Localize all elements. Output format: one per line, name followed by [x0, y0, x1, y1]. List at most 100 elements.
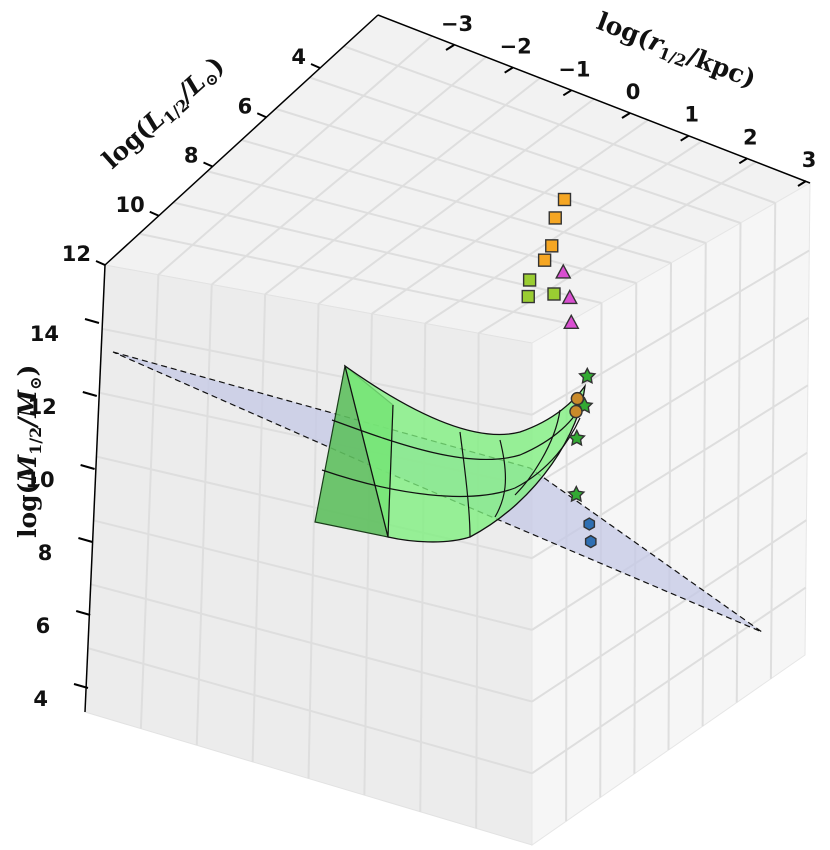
x-tick: [504, 66, 514, 74]
data-point-circle: [570, 391, 585, 406]
data-point-triangle: [561, 288, 578, 305]
data-point-star: [567, 485, 586, 503]
gridline: [275, 107, 707, 244]
x-tick: [562, 89, 572, 97]
data-point-star: [578, 366, 597, 385]
z-axis-title: log(M1/2/M⊙): [13, 365, 45, 538]
gridline: [531, 317, 810, 488]
data-point-hexagon: [584, 534, 597, 549]
z-tick-label: 4: [33, 687, 48, 711]
gridline: [475, 333, 480, 829]
z-title-part: ): [13, 365, 42, 377]
data-point-square: [557, 192, 572, 207]
z-title-part: /M: [13, 389, 42, 429]
x-title-part: log(: [593, 7, 655, 54]
z-tick-label: 8: [38, 541, 53, 565]
z-tick: [84, 318, 100, 324]
data-point-square: [522, 273, 537, 287]
y-axis-line: [104, 14, 379, 266]
x-tick: [797, 180, 807, 187]
data-point-circle: [569, 404, 583, 419]
z-tick: [80, 464, 95, 470]
gridline: [478, 161, 757, 335]
gridline: [531, 451, 808, 631]
gridline: [371, 119, 649, 315]
gridline: [343, 45, 776, 204]
y-tick: [203, 161, 213, 168]
z-title-part: ⊙: [26, 377, 45, 390]
z-title-part: log(: [13, 483, 42, 538]
data-points: [521, 192, 597, 549]
y-tick-label: 8: [184, 144, 199, 168]
x-tick-label: 1: [684, 103, 699, 127]
gridline: [424, 140, 703, 325]
gridline: [307, 303, 320, 779]
data-point-star: [567, 428, 586, 447]
y-tick-label: 6: [238, 94, 253, 118]
y-tick: [256, 112, 267, 119]
x-tick-label: −2: [500, 35, 532, 59]
data-point-square: [521, 289, 535, 304]
x-axis-line: [377, 14, 811, 184]
z-tick-label: 10: [25, 468, 54, 492]
surface-gridline: [331, 399, 585, 461]
surface-main: [343, 364, 586, 543]
z-title-part: 1/2: [26, 427, 45, 455]
y-tick-label: 4: [291, 45, 306, 69]
curved-surface: [314, 364, 586, 543]
data-point-square: [537, 253, 552, 267]
z-tick-label: 14: [30, 322, 59, 346]
y-axis-title: log(L1/2/L⊙): [97, 50, 232, 176]
z-tick: [78, 537, 93, 543]
data-point-square: [548, 211, 562, 225]
gridline: [93, 519, 533, 631]
x-tick: [738, 157, 748, 165]
x-tick-label: 0: [626, 80, 641, 104]
gridline: [531, 519, 807, 703]
surface-gridline: [459, 431, 471, 538]
gridline: [667, 262, 672, 751]
data-point-triangle: [563, 313, 580, 330]
data-point-triangle: [555, 263, 572, 279]
y-tick: [95, 260, 106, 266]
x-tick-label: −1: [558, 57, 590, 81]
gridline: [101, 327, 533, 416]
surface-gridline: [387, 404, 394, 538]
x-tick-label: −3: [441, 12, 473, 36]
z-tick: [82, 391, 98, 397]
surface-gridline: [321, 417, 581, 498]
y-tick-label: 10: [116, 193, 145, 217]
surface-gridline: [494, 439, 507, 518]
gridline: [419, 323, 427, 812]
gridline: [251, 294, 267, 762]
surface-gridline: [514, 409, 561, 496]
data-point-hexagon: [583, 517, 596, 531]
x-tick: [680, 134, 690, 142]
z-axis-line: [84, 264, 106, 713]
gridline: [90, 583, 533, 703]
x-tick: [445, 44, 455, 51]
z-title-part: M: [13, 454, 42, 484]
gridline: [531, 249, 810, 416]
gridline: [139, 274, 160, 729]
x-tick-label: 3: [802, 148, 817, 172]
gridline: [317, 98, 595, 305]
gridline: [531, 586, 807, 775]
axis-ticks: [73, 44, 807, 689]
x-axis-title: log(r1/2/kpc): [592, 7, 760, 97]
x-tick-label: 2: [743, 125, 758, 149]
data-point-square: [547, 287, 561, 301]
data-point-square: [545, 239, 559, 253]
x-title-part: /kpc): [683, 41, 760, 94]
z-tick-label: 6: [36, 614, 51, 638]
gridline: [565, 322, 568, 822]
gridline: [769, 202, 777, 679]
gridline: [633, 282, 638, 774]
z-tick: [73, 683, 89, 689]
gridline: [735, 222, 742, 703]
y-tick: [149, 210, 160, 217]
gridline: [701, 242, 707, 727]
x-tick: [621, 112, 631, 119]
